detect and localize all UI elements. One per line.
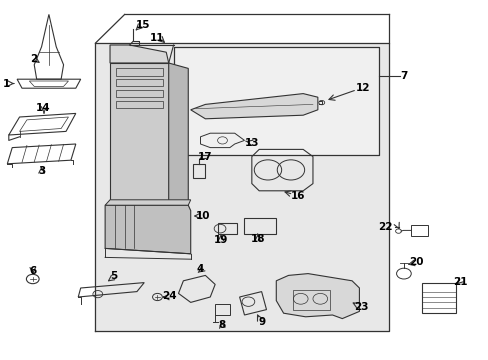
Bar bbox=[217, 223, 237, 234]
Text: 21: 21 bbox=[452, 276, 467, 287]
Text: 12: 12 bbox=[355, 83, 369, 93]
Polygon shape bbox=[173, 47, 378, 155]
Text: 11: 11 bbox=[150, 33, 164, 43]
Bar bbox=[116, 79, 163, 86]
Bar bbox=[116, 68, 163, 76]
Polygon shape bbox=[105, 200, 190, 205]
Text: 8: 8 bbox=[218, 320, 225, 330]
Polygon shape bbox=[276, 274, 359, 319]
Bar bbox=[116, 90, 163, 97]
Text: 9: 9 bbox=[258, 317, 264, 327]
Text: 5: 5 bbox=[110, 271, 117, 282]
Text: 17: 17 bbox=[198, 152, 212, 162]
Bar bbox=[410, 225, 427, 236]
Text: 1: 1 bbox=[3, 78, 10, 89]
Bar bbox=[421, 283, 455, 313]
Polygon shape bbox=[95, 43, 388, 331]
Text: 6: 6 bbox=[29, 266, 36, 276]
Text: 22: 22 bbox=[378, 222, 392, 232]
Polygon shape bbox=[190, 94, 317, 119]
Bar bbox=[293, 290, 329, 310]
Polygon shape bbox=[105, 205, 190, 254]
Text: 23: 23 bbox=[354, 302, 368, 312]
Text: 2: 2 bbox=[30, 54, 37, 64]
Text: 20: 20 bbox=[408, 257, 423, 267]
Polygon shape bbox=[110, 45, 168, 63]
Text: 18: 18 bbox=[250, 234, 264, 244]
Bar bbox=[244, 218, 276, 234]
Polygon shape bbox=[168, 63, 188, 211]
Polygon shape bbox=[110, 63, 168, 205]
Text: 3: 3 bbox=[38, 166, 45, 176]
Text: 16: 16 bbox=[290, 191, 305, 201]
Bar bbox=[116, 101, 163, 108]
Text: 13: 13 bbox=[244, 138, 259, 148]
Text: 4: 4 bbox=[196, 264, 204, 274]
Text: 24: 24 bbox=[162, 291, 176, 301]
Text: 7: 7 bbox=[399, 71, 407, 81]
Text: 19: 19 bbox=[213, 235, 228, 245]
Text: 14: 14 bbox=[36, 103, 50, 113]
Text: 15: 15 bbox=[136, 20, 150, 30]
Text: 10: 10 bbox=[195, 211, 210, 221]
